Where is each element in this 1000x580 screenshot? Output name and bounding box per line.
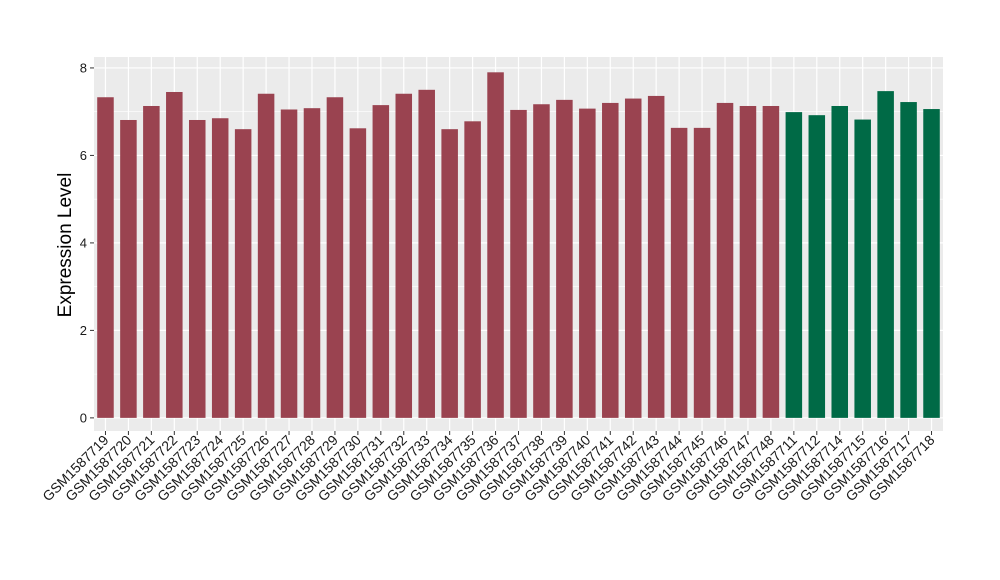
y-tick-label: 6: [80, 148, 87, 163]
bar-GSM1587723: [188, 119, 206, 418]
y-tick-label: 0: [80, 410, 87, 425]
bar-GSM1587719: [97, 97, 114, 418]
bars: [97, 72, 940, 418]
bar-GSM1587724: [211, 118, 229, 418]
bar-GSM1587733: [418, 89, 435, 418]
bar-GSM1587738: [533, 104, 550, 418]
bar-GSM1587727: [280, 109, 298, 418]
y-axis-title: Expression Level: [55, 173, 76, 318]
bar-GSM1587745: [693, 127, 711, 418]
bar-GSM1587722: [166, 91, 183, 418]
bar-GSM1587739: [556, 99, 573, 418]
bar-GSM1587730: [349, 128, 367, 418]
bar-GSM1587735: [464, 121, 481, 418]
bar-GSM1587721: [143, 105, 160, 418]
bar-GSM1587720: [120, 119, 137, 418]
bar-GSM1587743: [647, 95, 665, 418]
bar-GSM1587746: [716, 102, 734, 418]
y-axis: 0 2 4 6 8: [80, 60, 94, 425]
bar-GSM1587731: [372, 105, 390, 418]
bar-GSM1587742: [624, 98, 642, 418]
bar-GSM1587718: [923, 109, 940, 418]
bar-GSM1587712: [808, 115, 826, 418]
y-tick-label: 2: [80, 323, 87, 338]
bar-GSM1587725: [234, 129, 252, 418]
bar-GSM1587715: [854, 119, 871, 418]
bar-GSM1587726: [257, 93, 275, 418]
bar-GSM1587737: [510, 109, 527, 418]
bar-GSM1587736: [487, 72, 504, 418]
bar-GSM1587717: [900, 102, 917, 418]
bar-GSM1587729: [326, 97, 344, 418]
bar-GSM1587748: [762, 105, 780, 418]
y-tick-label: 4: [80, 235, 87, 250]
bar-GSM1587734: [441, 129, 458, 418]
bar-GSM1587740: [579, 108, 596, 418]
bar-GSM1587716: [877, 91, 894, 418]
bar-GSM1587732: [395, 93, 413, 418]
bar-GSM1587714: [831, 105, 849, 418]
bar-GSM1587747: [739, 105, 757, 418]
bar-GSM1587744: [670, 127, 688, 418]
x-axis: GSM1587719GSM1587720GSM1587721GSM1587722…: [39, 431, 938, 504]
bar-GSM1587728: [303, 108, 321, 418]
bar-GSM1587741: [602, 102, 619, 418]
bar-GSM1587711: [785, 112, 803, 418]
y-tick-label: 8: [80, 60, 87, 75]
